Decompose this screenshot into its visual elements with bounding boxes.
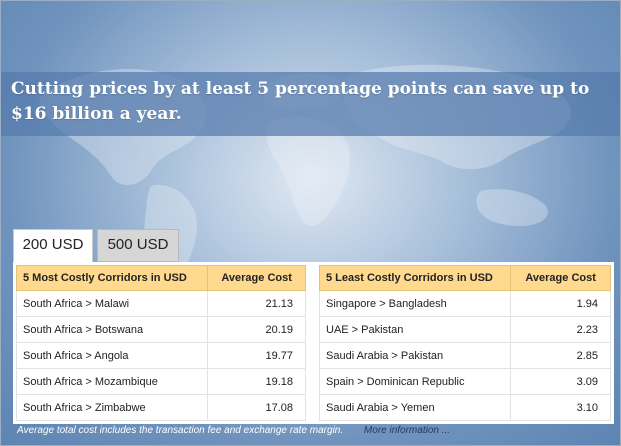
footer-note: Average total cost includes the transact… xyxy=(17,425,344,436)
corridor-name: South Africa > Mozambique xyxy=(15,368,209,395)
table-row: Singapore > Bangladesh 1.94 xyxy=(318,290,611,317)
table-row: South Africa > Zimbabwe 17.08 xyxy=(15,394,306,421)
corridor-cost: 2.85 xyxy=(510,342,611,369)
corridor-cost: 19.77 xyxy=(207,342,306,369)
corridor-cost: 3.10 xyxy=(510,394,611,421)
headline: Cutting prices by at least 5 percentage … xyxy=(11,79,590,124)
least-costly-header-value: Average Cost xyxy=(510,265,611,291)
tab-200-usd[interactable]: 200 USD xyxy=(13,229,93,263)
table-header-row: 5 Most Costly Corridors in USD Average C… xyxy=(15,265,306,291)
corridor-cost: 21.13 xyxy=(207,290,306,317)
corridor-name: Singapore > Bangladesh xyxy=(318,290,512,317)
corridor-panel: 5 Most Costly Corridors in USD Average C… xyxy=(13,262,614,424)
corridor-name: South Africa > Zimbabwe xyxy=(15,394,209,421)
most-costly-table: 5 Most Costly Corridors in USD Average C… xyxy=(15,265,306,421)
most-costly-header-value: Average Cost xyxy=(207,265,306,291)
footer: Average total cost includes the transact… xyxy=(17,425,617,436)
corridor-name: South Africa > Malawi xyxy=(15,290,209,317)
corridor-cost: 20.19 xyxy=(207,316,306,343)
corridor-name: Saudi Arabia > Pakistan xyxy=(318,342,512,369)
table-row: UAE > Pakistan 2.23 xyxy=(318,316,611,343)
table-row: Saudi Arabia > Pakistan 2.85 xyxy=(318,342,611,369)
table-row: Saudi Arabia > Yemen 3.10 xyxy=(318,394,611,421)
corridor-name: South Africa > Botswana xyxy=(15,316,209,343)
table-row: South Africa > Angola 19.77 xyxy=(15,342,306,369)
corridor-name: Saudi Arabia > Yemen xyxy=(318,394,512,421)
most-costly-header-label: 5 Most Costly Corridors in USD xyxy=(15,265,209,291)
corridor-cost: 3.09 xyxy=(510,368,611,395)
table-row: South Africa > Botswana 20.19 xyxy=(15,316,306,343)
least-costly-table: 5 Least Costly Corridors in USD Average … xyxy=(318,265,611,421)
corridor-cost: 19.18 xyxy=(207,368,306,395)
table-row: South Africa > Malawi 21.13 xyxy=(15,290,306,317)
tab-500-usd[interactable]: 500 USD xyxy=(97,229,179,262)
more-information-link[interactable]: More information ... xyxy=(363,425,451,436)
corridor-name: Spain > Dominican Republic xyxy=(318,368,512,395)
table-header-row: 5 Least Costly Corridors in USD Average … xyxy=(318,265,611,291)
corridor-cost: 2.23 xyxy=(510,316,611,343)
headline-band xyxy=(1,72,620,136)
table-row: South Africa > Mozambique 19.18 xyxy=(15,368,306,395)
table-row: Spain > Dominican Republic 3.09 xyxy=(318,368,611,395)
corridor-cost: 1.94 xyxy=(510,290,611,317)
corridor-name: South Africa > Angola xyxy=(15,342,209,369)
corridor-name: UAE > Pakistan xyxy=(318,316,512,343)
least-costly-header-label: 5 Least Costly Corridors in USD xyxy=(318,265,512,291)
corridor-cost: 17.08 xyxy=(207,394,306,421)
